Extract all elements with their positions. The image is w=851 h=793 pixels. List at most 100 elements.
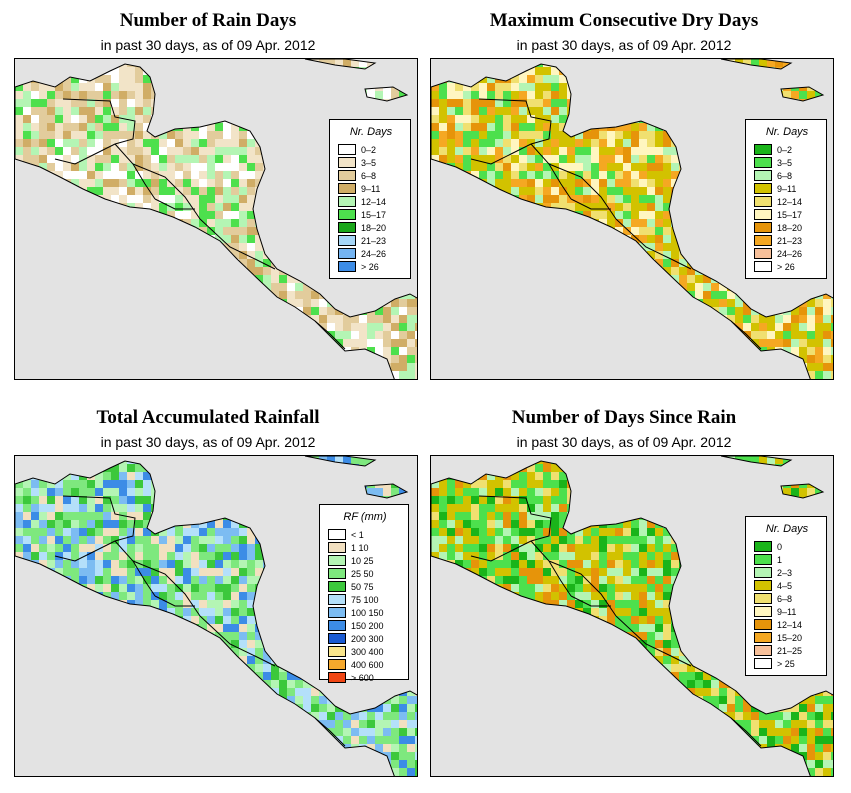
legend-row: 0–2: [754, 143, 820, 156]
legend-swatch: [338, 157, 356, 168]
legend-swatch: [754, 157, 772, 168]
legend-label: 1: [777, 554, 783, 565]
legend-row: > 25: [754, 657, 820, 670]
legend-swatch: [338, 248, 356, 259]
legend-row: 21–23: [338, 234, 404, 247]
legend-label: 400 600: [351, 659, 384, 670]
legend-row: 25 50: [328, 567, 402, 580]
map-total-rainfall: RF (mm) < 1 1 10 10 25 25 50 50 75 75 100 100 …: [14, 455, 418, 777]
legend-swatch: [754, 593, 772, 604]
legend-row: 6–8: [754, 592, 820, 605]
legend-row: 15–17: [754, 208, 820, 221]
panel-title: Maximum Consecutive Dry Days: [489, 10, 759, 31]
legend-swatch: [328, 542, 346, 553]
legend-row: 6–8: [338, 169, 404, 182]
legend-swatch: [754, 632, 772, 643]
legend-row: 0: [754, 540, 820, 553]
legend-swatch: [328, 607, 346, 618]
legend-row: 24–26: [338, 247, 404, 260]
legend: Nr. Days 0–2 3–5 6–8 9–11 12–14 15–17 18–20 21–…: [329, 119, 411, 279]
legend-swatch: [338, 170, 356, 181]
legend-label: 10 25: [351, 555, 374, 566]
panel-subtitle: in past 30 days, as of 09 Apr. 2012: [100, 434, 316, 450]
panel-subtitle: in past 30 days, as of 09 Apr. 2012: [100, 37, 316, 53]
legend-row: 15–17: [338, 208, 404, 221]
panel-max-dry-days: Maximum Consecutive Dry Days in past 30 …: [416, 0, 834, 380]
country-borders: [15, 456, 417, 776]
legend-row: 1 10: [328, 541, 402, 554]
legend-row: 12–14: [754, 195, 820, 208]
legend-label: 18–20: [361, 222, 387, 233]
legend-row: > 26: [338, 260, 404, 273]
legend-swatch: [754, 248, 772, 259]
legend-label: 24–26: [361, 248, 387, 259]
legend-swatch: [754, 235, 772, 246]
legend-row: 18–20: [754, 221, 820, 234]
legend-swatch: [338, 209, 356, 220]
legend-row: 3–5: [338, 156, 404, 169]
map-rain-days: Nr. Days 0–2 3–5 6–8 9–11 12–14 15–17 18–20 21–…: [14, 58, 418, 380]
legend-label: 18–20: [777, 222, 803, 233]
legend-swatch: [754, 261, 772, 272]
panel-rain-days: Number of Rain Days in past 30 days, as …: [0, 0, 418, 380]
legend-row: 200 300: [328, 632, 402, 645]
legend: Nr. Days 0 1 2–3 4–5 6–8 9–11 12–14 15–20 21–25 >…: [745, 516, 827, 676]
legend-swatch: [754, 209, 772, 220]
legend-row: 15–20: [754, 631, 820, 644]
legend-label: > 25: [777, 658, 795, 669]
legend-label: < 1: [351, 529, 364, 540]
legend-swatch: [754, 196, 772, 207]
legend-row: 400 600: [328, 658, 402, 671]
legend-row: 50 75: [328, 580, 402, 593]
legend-row: 150 200: [328, 619, 402, 632]
legend-label: 0: [777, 541, 783, 552]
legend-label: 12–14: [361, 196, 387, 207]
legend-label: 75 100: [351, 594, 379, 605]
panel-subtitle: in past 30 days, as of 09 Apr. 2012: [516, 434, 732, 450]
legend-title: Nr. Days: [349, 126, 393, 138]
legend-swatch: [328, 633, 346, 644]
legend-label: 100 150: [351, 607, 384, 618]
legend-label: 50 75: [351, 581, 374, 592]
legend-swatch: [328, 555, 346, 566]
country-borders: [15, 59, 417, 379]
legend-label: 9–11: [777, 183, 797, 194]
legend-row: < 1: [328, 528, 402, 541]
country-borders: [431, 456, 833, 776]
panel-days-since-rain: Number of Days Since Rain in past 30 day…: [416, 397, 834, 777]
legend: RF (mm) < 1 1 10 10 25 25 50 50 75 75 100 100 …: [319, 504, 409, 683]
legend-row: > 600: [328, 671, 402, 684]
legend-label: 15–17: [777, 209, 803, 220]
legend-swatch: [338, 235, 356, 246]
legend-swatch: [754, 170, 772, 181]
country-borders: [431, 59, 833, 379]
legend-swatch: [754, 144, 772, 155]
legend-label: 4–5: [777, 580, 793, 591]
legend-row: 9–11: [754, 605, 820, 618]
legend-label: 21–23: [777, 235, 803, 246]
legend-swatch: [338, 261, 356, 272]
legend-row: 2–3: [754, 566, 820, 579]
legend-swatch: [328, 568, 346, 579]
legend-label: 15–17: [361, 209, 387, 220]
legend-label: 0–2: [361, 144, 377, 155]
map-max-dry-days: Nr. Days 0–2 3–5 6–8 9–11 12–14 15–17 18–20 21–…: [430, 58, 834, 380]
legend-label: 25 50: [351, 568, 374, 579]
legend-row: 10 25: [328, 554, 402, 567]
legend-swatch: [754, 567, 772, 578]
legend-label: 6–8: [777, 170, 793, 181]
legend-label: 2–3: [777, 567, 793, 578]
legend-row: 100 150: [328, 606, 402, 619]
legend-row: 9–11: [338, 182, 404, 195]
legend-label: 300 400: [351, 646, 384, 657]
map-canvas: [431, 59, 833, 379]
legend-swatch: [338, 222, 356, 233]
panel-title: Number of Days Since Rain: [511, 407, 737, 428]
legend-swatch: [328, 659, 346, 670]
panel-title: Number of Rain Days: [119, 10, 297, 31]
legend-row: 300 400: [328, 645, 402, 658]
legend-row: 4–5: [754, 579, 820, 592]
legend-label: 1 10: [351, 542, 369, 553]
legend-row: 9–11: [754, 182, 820, 195]
legend-swatch: [754, 606, 772, 617]
